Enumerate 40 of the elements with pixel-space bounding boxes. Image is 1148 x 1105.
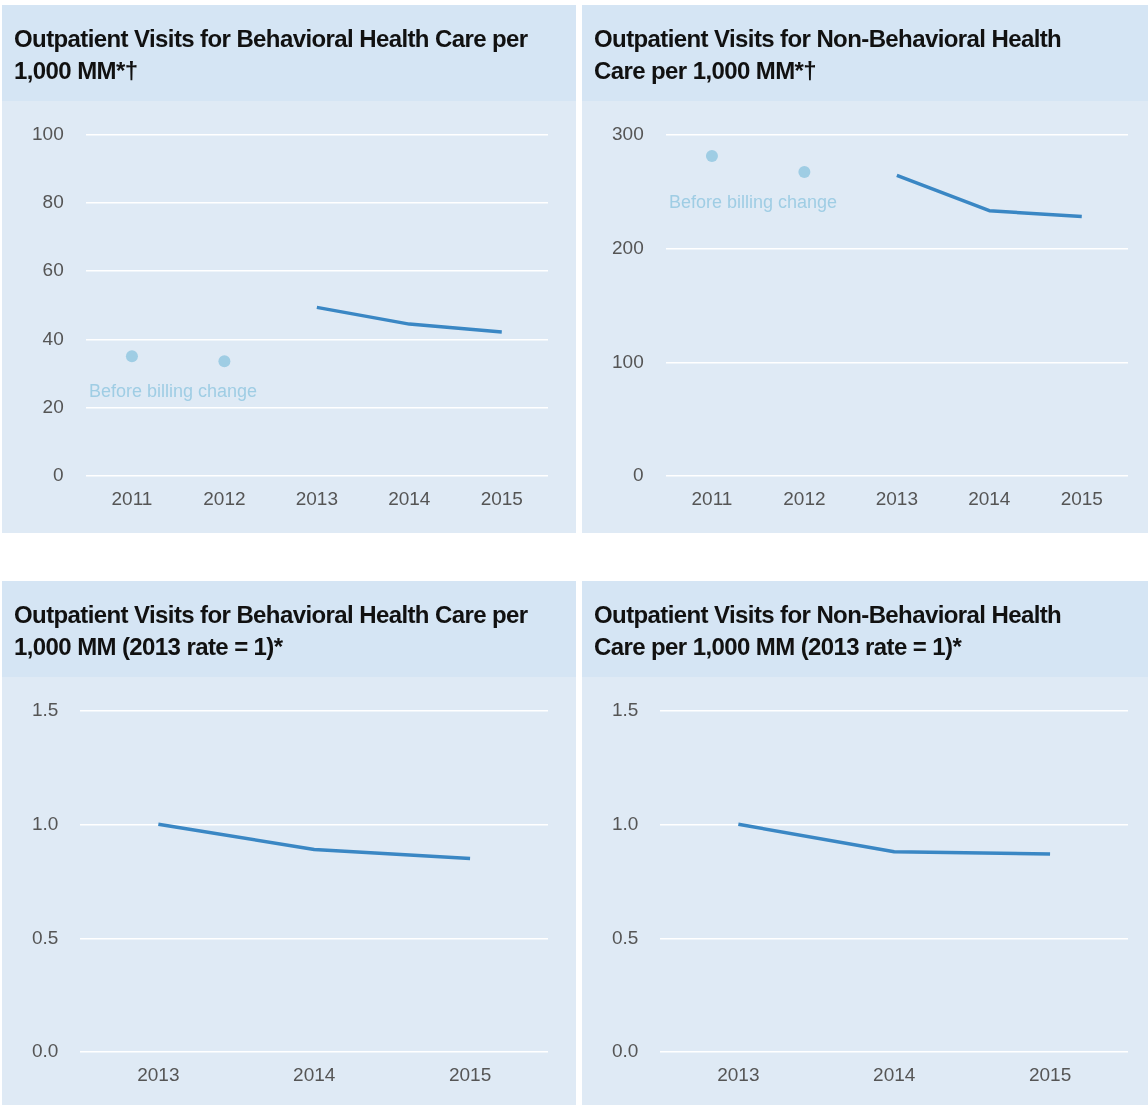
x-tick-label: 2013	[717, 1063, 760, 1085]
y-tick-label: 0	[633, 464, 644, 486]
y-tick-label: 80	[42, 190, 64, 212]
x-tick-label: 2013	[295, 487, 338, 509]
x-tick-label: 2014	[873, 1063, 916, 1085]
x-tick-label: 2013	[137, 1063, 180, 1085]
chart-title: Outpatient Visits for Non-Behavioral Health Care per 1,000 MM (2013 rate = 1)*	[582, 581, 1148, 677]
y-tick-label: 1.0	[611, 812, 639, 834]
x-tick-label: 2015	[448, 1063, 492, 1085]
chart-title: Outpatient Visits for Non-Behavioral Health Care per 1,000 MM*†	[582, 5, 1148, 101]
annotation: Before billing change	[668, 191, 838, 212]
y-tick-label: 40	[42, 327, 64, 349]
y-tick-label: 20	[42, 396, 64, 418]
y-tick-label: 100	[32, 122, 64, 144]
y-tick-label: 100	[612, 350, 644, 372]
chart-title: Outpatient Visits for Behavioral Health Care per 1,000 MM (2013 rate = 1)*	[2, 581, 576, 677]
chart-title: Outpatient Visits for Behavioral Health Care per 1,000 MM*†	[2, 5, 576, 101]
y-tick-label: 1.5	[31, 698, 59, 720]
y-tick-label: 1.0	[31, 812, 59, 834]
y-tick-label: 0.5	[611, 926, 639, 948]
y-tick-label: 0.0	[611, 1040, 639, 1062]
y-tick-label: 300	[612, 122, 644, 144]
x-tick-label: 2014	[293, 1063, 336, 1085]
x-tick-label: 2011	[691, 487, 733, 509]
x-tick-label: 2012	[203, 487, 246, 509]
y-tick-label: 200	[612, 236, 644, 258]
annotation: Before billing change	[88, 381, 258, 402]
y-tick-label: 0.0	[31, 1040, 59, 1062]
x-tick-label: 2011	[111, 487, 153, 509]
x-tick-label: 2015	[1060, 487, 1103, 509]
x-tick-label: 2013	[875, 487, 918, 509]
x-tick-label: 2012	[783, 487, 826, 509]
x-tick-label: 2015	[480, 487, 523, 509]
y-tick-label: 0	[53, 464, 64, 486]
x-tick-label: 2015	[1028, 1063, 1072, 1085]
y-tick-label: 0.5	[31, 926, 59, 948]
y-tick-label: 1.5	[611, 698, 639, 720]
y-tick-label: 60	[42, 259, 64, 281]
x-tick-label: 2014	[388, 487, 431, 509]
x-tick-label: 2014	[968, 487, 1011, 509]
